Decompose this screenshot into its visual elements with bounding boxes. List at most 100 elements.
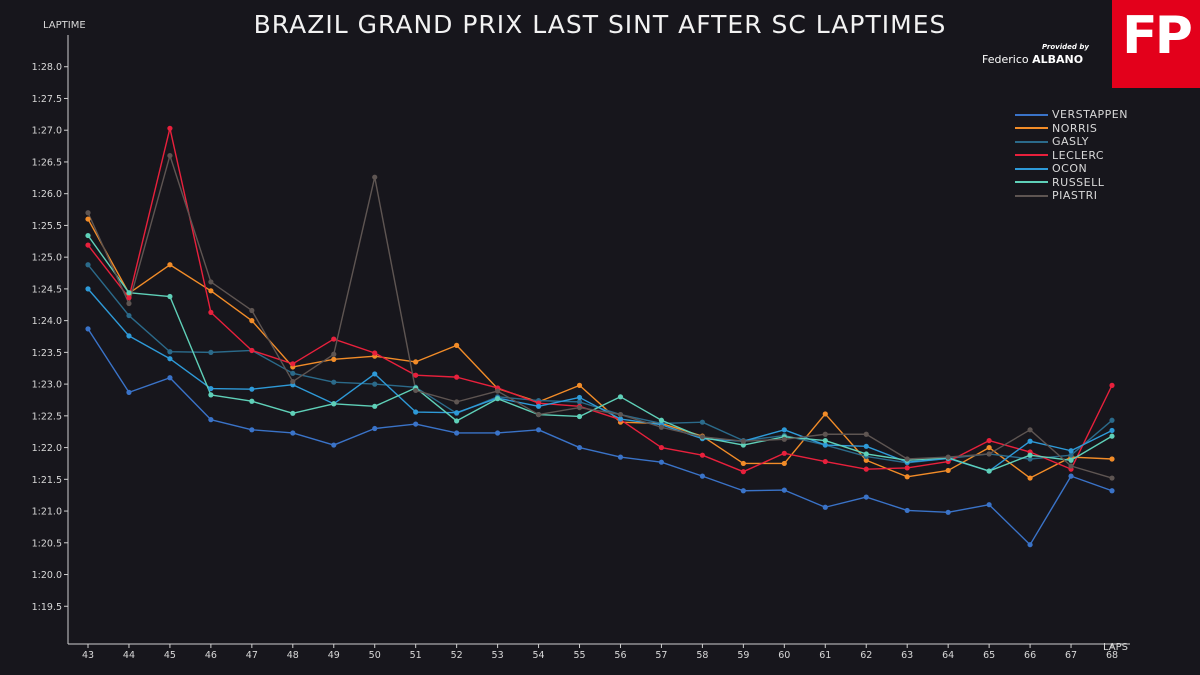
x-tick-label: 67 xyxy=(1065,650,1077,661)
data-point-leclerc xyxy=(781,450,787,456)
data-point-piastri xyxy=(822,431,828,437)
x-tick-label: 59 xyxy=(737,650,749,661)
data-point-piastri xyxy=(617,411,624,418)
data-point-piastri xyxy=(495,388,501,394)
data-point-verstappen xyxy=(658,459,665,465)
data-point-gasly xyxy=(1027,456,1033,462)
data-point-leclerc xyxy=(986,437,992,444)
y-tick-label: 1:22.0 xyxy=(32,443,62,454)
data-point-norris xyxy=(1027,475,1033,481)
data-point-russell xyxy=(208,392,214,398)
data-point-leclerc xyxy=(85,242,91,248)
data-point-norris xyxy=(85,216,91,222)
data-point-piastri xyxy=(658,424,665,430)
fp-logo: FP xyxy=(1112,0,1200,88)
data-point-verstappen xyxy=(1068,473,1074,479)
x-tick-label: 68 xyxy=(1106,650,1118,661)
data-point-russell xyxy=(372,403,378,409)
data-point-ocon xyxy=(781,427,787,433)
data-point-piastri xyxy=(781,436,787,442)
x-tick-label: 50 xyxy=(369,650,381,661)
data-point-norris xyxy=(249,318,255,324)
data-point-piastri xyxy=(331,351,337,357)
data-point-gasly xyxy=(290,370,296,376)
data-point-russell xyxy=(85,232,91,239)
data-point-russell xyxy=(249,398,255,404)
data-point-leclerc xyxy=(331,336,337,342)
data-point-verstappen xyxy=(822,504,828,510)
legend-swatch-gasly xyxy=(1015,140,1048,143)
legend-label-norris: NORRIS xyxy=(1052,121,1098,135)
data-point-ocon xyxy=(1027,438,1033,444)
data-point-russell xyxy=(290,410,296,416)
data-point-russell xyxy=(863,451,869,457)
data-point-russell xyxy=(454,418,460,424)
data-point-leclerc xyxy=(699,452,706,458)
data-point-gasly xyxy=(576,399,583,405)
y-tick-label: 1:24.5 xyxy=(32,284,62,295)
data-point-ocon xyxy=(1109,427,1115,434)
data-point-russell xyxy=(822,437,828,444)
data-point-ocon xyxy=(85,286,91,292)
data-point-verstappen xyxy=(1109,488,1115,494)
chart-legend: VERSTAPPEN NORRIS GASLY LECLERC OCON RUSSELL P… xyxy=(1015,108,1128,203)
x-tick-label: 61 xyxy=(819,650,831,661)
x-tick-label: 55 xyxy=(573,650,585,661)
data-point-piastri xyxy=(290,378,296,385)
y-tick-label: 1:21.5 xyxy=(32,475,62,486)
legend-item-leclerc: LECLERC xyxy=(1015,149,1128,163)
data-point-verstappen xyxy=(208,417,214,423)
data-point-verstappen xyxy=(863,494,869,500)
x-tick-label: 46 xyxy=(205,650,217,661)
credit-author-last: ALBANO xyxy=(1032,53,1084,66)
data-point-leclerc xyxy=(658,444,665,451)
x-tick-label: 56 xyxy=(614,650,626,661)
data-point-ocon xyxy=(249,386,255,392)
data-point-piastri xyxy=(249,307,255,314)
data-point-verstappen xyxy=(781,487,787,493)
data-point-leclerc xyxy=(290,361,296,367)
data-point-verstappen xyxy=(372,425,378,432)
series-line-verstappen xyxy=(87,328,1113,546)
x-tick-label: 65 xyxy=(983,650,995,661)
data-point-ocon xyxy=(822,442,828,448)
series-line-gasly xyxy=(87,264,1113,464)
data-point-leclerc xyxy=(1109,382,1115,388)
credit-author-first: Federico xyxy=(982,53,1033,66)
data-point-leclerc xyxy=(372,350,378,356)
data-point-piastri xyxy=(85,210,91,216)
data-point-gasly xyxy=(1068,452,1074,458)
legend-label-russell: RUSSELL xyxy=(1052,175,1105,189)
data-point-leclerc xyxy=(454,374,460,380)
x-tick-label: 45 xyxy=(164,650,176,661)
series-line-piastri xyxy=(87,154,1113,479)
x-tick-label: 63 xyxy=(901,650,913,661)
legend-item-norris: NORRIS xyxy=(1015,122,1128,136)
data-point-norris xyxy=(945,467,951,474)
legend-label-leclerc: LECLERC xyxy=(1052,148,1105,162)
x-tick-label: 66 xyxy=(1024,650,1036,661)
chart-axes: 1:19.5 1:20.0 1:20.5 1:21.0 1:21.5 1:22.0 1:22… xyxy=(32,35,1130,661)
data-point-leclerc xyxy=(904,465,910,471)
data-point-verstappen xyxy=(576,444,583,451)
data-point-russell xyxy=(495,396,501,402)
data-point-piastri xyxy=(454,399,460,405)
y-tick-label: 1:20.0 xyxy=(32,570,62,581)
fp-logo-text: FP xyxy=(1122,6,1193,66)
data-point-piastri xyxy=(167,153,173,159)
data-point-norris xyxy=(413,359,419,365)
legend-label-verstappen: VERSTAPPEN xyxy=(1052,108,1128,122)
data-point-russell xyxy=(617,394,624,400)
x-axis-label: LAPS xyxy=(1103,642,1129,653)
data-point-piastri xyxy=(1068,463,1074,469)
legend-item-verstappen: VERSTAPPEN xyxy=(1015,108,1128,122)
data-point-russell xyxy=(1027,452,1033,458)
data-point-verstappen xyxy=(290,430,296,436)
x-tick-label: 64 xyxy=(942,650,954,661)
data-point-norris xyxy=(576,382,583,388)
data-point-norris xyxy=(454,342,460,348)
data-point-gasly xyxy=(167,349,173,355)
data-point-verstappen xyxy=(249,427,255,433)
data-point-piastri xyxy=(863,431,869,437)
